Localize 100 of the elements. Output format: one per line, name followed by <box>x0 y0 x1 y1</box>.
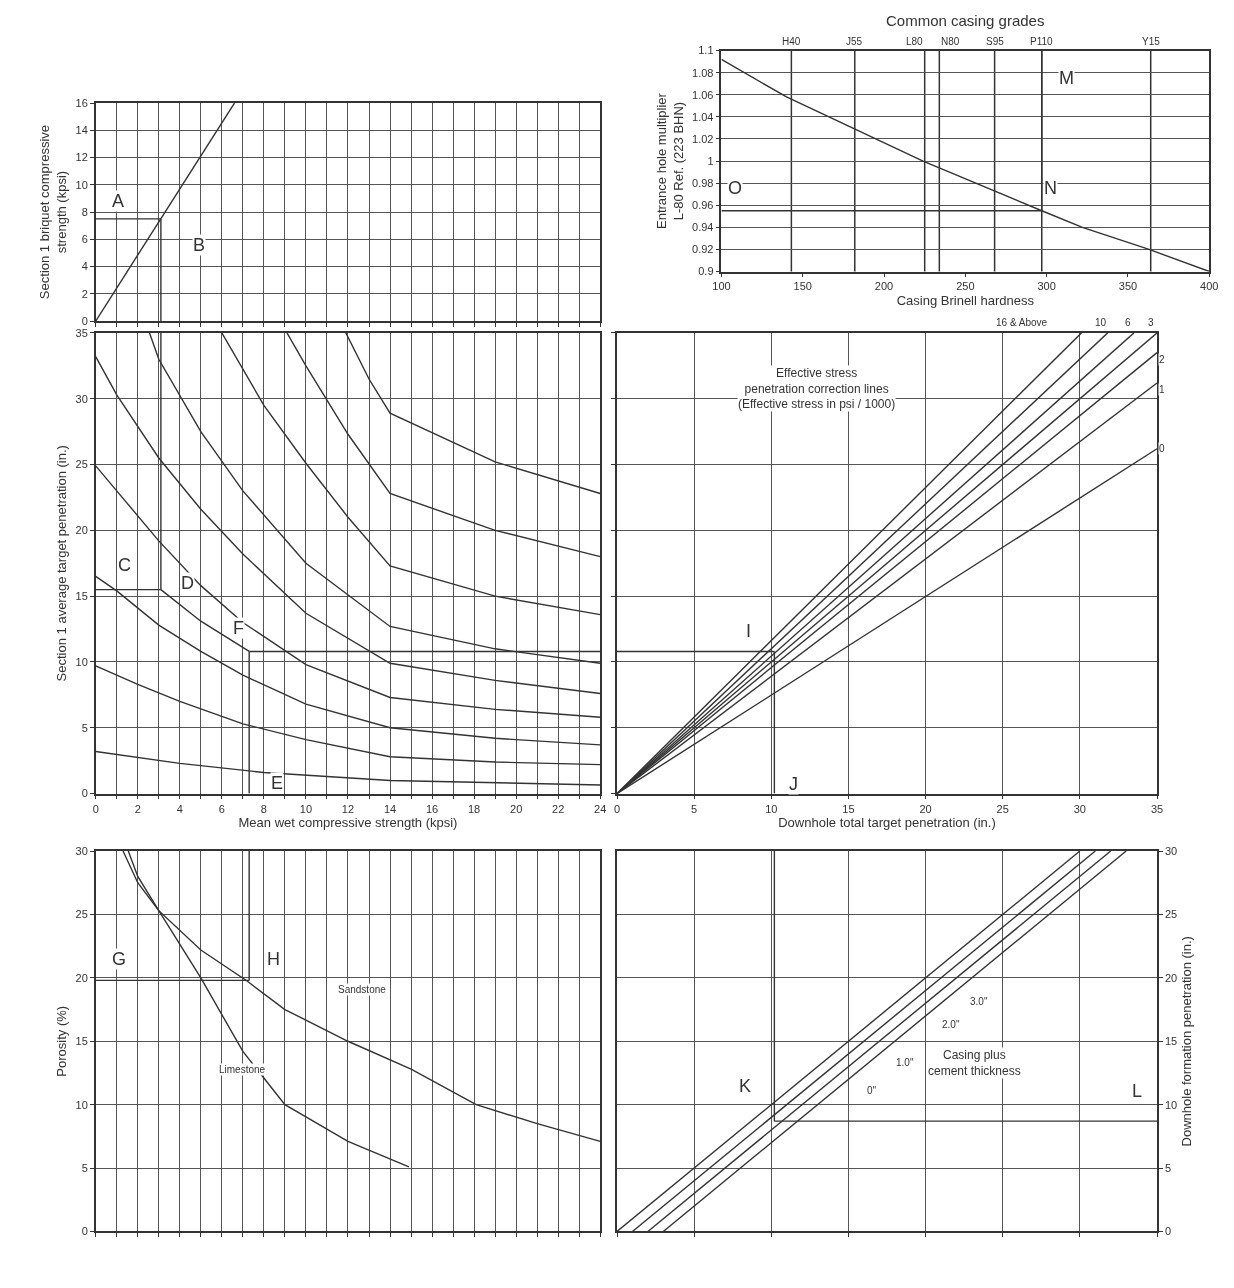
y-tick-label: 0 <box>1164 1225 1172 1238</box>
x-axis-title: Casing Brinell hardness <box>896 292 1035 308</box>
y-tick-label: 30 <box>1164 844 1178 857</box>
x-tick-label: 24 <box>594 802 607 815</box>
text: 16 & Above <box>996 317 1048 328</box>
x-tick-label: 350 <box>1118 280 1138 293</box>
x-tick-label: 15 <box>842 802 855 815</box>
annotation: N <box>1044 178 1057 198</box>
annotation: C <box>118 555 131 575</box>
annotation: 2.0" <box>942 1019 960 1030</box>
y-tick-label: 1 <box>707 154 714 167</box>
y-tick-label: 0 <box>81 1225 88 1238</box>
y-tick-label: 35 <box>75 326 88 339</box>
y-tick-label: 1.02 <box>692 132 714 145</box>
x-tick-label: 2 <box>134 802 141 815</box>
annotation: D <box>181 573 194 593</box>
y-tick-label: 0.98 <box>692 176 714 189</box>
x-tick-label: 25 <box>996 802 1009 815</box>
y-tick-label: 30 <box>75 844 88 857</box>
y-tick-label: 10 <box>1164 1098 1178 1111</box>
ref-line-label: Y15 <box>1142 36 1161 47</box>
y-tick-label: 0.94 <box>692 221 714 234</box>
x-tick-label: 12 <box>341 802 355 815</box>
y-tick-label: 14 <box>75 124 88 137</box>
x-tick-label: 8 <box>260 802 267 815</box>
y-tick-label: 0 <box>81 314 88 327</box>
y-tick-label: 12 <box>75 151 88 164</box>
annotation: J <box>789 774 798 794</box>
annotation: F <box>233 618 244 638</box>
y-tick-label: 10 <box>75 178 88 191</box>
annotation: Casing plus cement thickness <box>928 1048 1021 1078</box>
x-tick-label: 14 <box>383 802 397 815</box>
annotation: M <box>1059 68 1074 88</box>
y-tick-label: 8 <box>81 205 88 218</box>
y-tick-label: 6 <box>81 233 88 246</box>
x-tick-label: 100 <box>712 280 731 293</box>
ref-line-label: J55 <box>846 36 863 47</box>
x-tick-label: 200 <box>874 280 894 293</box>
annotation: 1.0" <box>896 1057 914 1068</box>
x-axis-title: Mean wet compressive strength (kpsi) <box>238 814 458 830</box>
y-tick-label: 4 <box>81 260 88 273</box>
x-tick-label: 300 <box>1037 280 1056 293</box>
ref-line-label: H40 <box>782 36 801 47</box>
annotation: Sandstone <box>338 984 387 995</box>
y-tick-label: 16 <box>75 96 88 109</box>
text: 6 <box>1125 317 1131 328</box>
y-tick-label: 25 <box>75 458 88 471</box>
ref-line-label: S95 <box>986 36 1005 47</box>
y-tick-label: 20 <box>75 524 88 537</box>
annotation: Limestone <box>219 1064 266 1075</box>
y-tick-label: 0.9 <box>698 265 714 278</box>
annotation: I <box>746 621 752 641</box>
x-tick-label: 4 <box>176 802 183 815</box>
text: 3 <box>1148 317 1154 328</box>
y-tick-label: 0.96 <box>692 199 714 212</box>
annotation: A <box>112 191 125 211</box>
x-tick-label: 400 <box>1200 280 1219 293</box>
y-tick-label: 0 <box>81 787 88 800</box>
y-axis-title: Section 1 briquet compressive strength (kpsi) <box>37 124 69 300</box>
y-tick-label: 1.1 <box>698 44 714 57</box>
y-tick-label: 15 <box>75 590 88 603</box>
y-tick-label: 1.04 <box>692 110 714 123</box>
x-tick-label: 16 <box>425 802 439 815</box>
annotation: Effective stress penetration correction lines (Effective stress in psi / 1000) <box>738 366 896 412</box>
x-tick-label: 35 <box>1150 802 1164 815</box>
annotation: K <box>739 1076 752 1096</box>
y-tick-label: 20 <box>1164 971 1178 984</box>
y-tick-label: 0.92 <box>692 243 714 256</box>
x-tick-label: 20 <box>919 802 932 815</box>
y-tick-label: 10 <box>75 1098 88 1111</box>
y-axis-title: Downhole formation penetration (in.) <box>1179 936 1195 1147</box>
x-tick-label: 20 <box>510 802 523 815</box>
y-axis-title: Entrance hole multiplier L-80 Ref. (223 BHN) <box>653 92 686 229</box>
x-tick-label: 10 <box>299 802 313 815</box>
annotation: L <box>1132 1081 1143 1101</box>
y-tick-label: 30 <box>75 392 88 405</box>
y-tick-label: 20 <box>75 971 88 984</box>
annotation: H <box>267 949 280 969</box>
y-tick-label: 5 <box>1164 1161 1172 1174</box>
annotation: 0" <box>867 1085 877 1096</box>
y-axis-title: Porosity (%) <box>53 1005 69 1077</box>
x-tick-label: 22 <box>552 802 565 815</box>
annotation: G <box>112 949 127 969</box>
x-tick-label: 0 <box>92 802 99 815</box>
ref-line-label: L80 <box>906 36 924 47</box>
x-axis-title: Downhole total target penetration (in.) <box>778 814 996 830</box>
y-tick-label: 5 <box>81 1161 88 1174</box>
annotation: B <box>193 235 206 255</box>
y-tick-label: 5 <box>81 721 88 734</box>
x-tick-label: 150 <box>793 280 812 293</box>
annotation: O <box>728 178 743 198</box>
y-tick-label: 1.08 <box>692 66 714 79</box>
y-tick-label: 25 <box>1164 908 1178 921</box>
x-tick-label: 10 <box>765 802 778 815</box>
x-tick-label: 0 <box>613 802 621 815</box>
annotation: E <box>271 773 284 793</box>
annotation: 3.0" <box>970 996 988 1007</box>
x-tick-label: 6 <box>218 802 225 815</box>
ref-line-label: P110 <box>1030 36 1054 47</box>
y-axis-title: Section 1 average target penetration (in.) <box>53 445 69 682</box>
